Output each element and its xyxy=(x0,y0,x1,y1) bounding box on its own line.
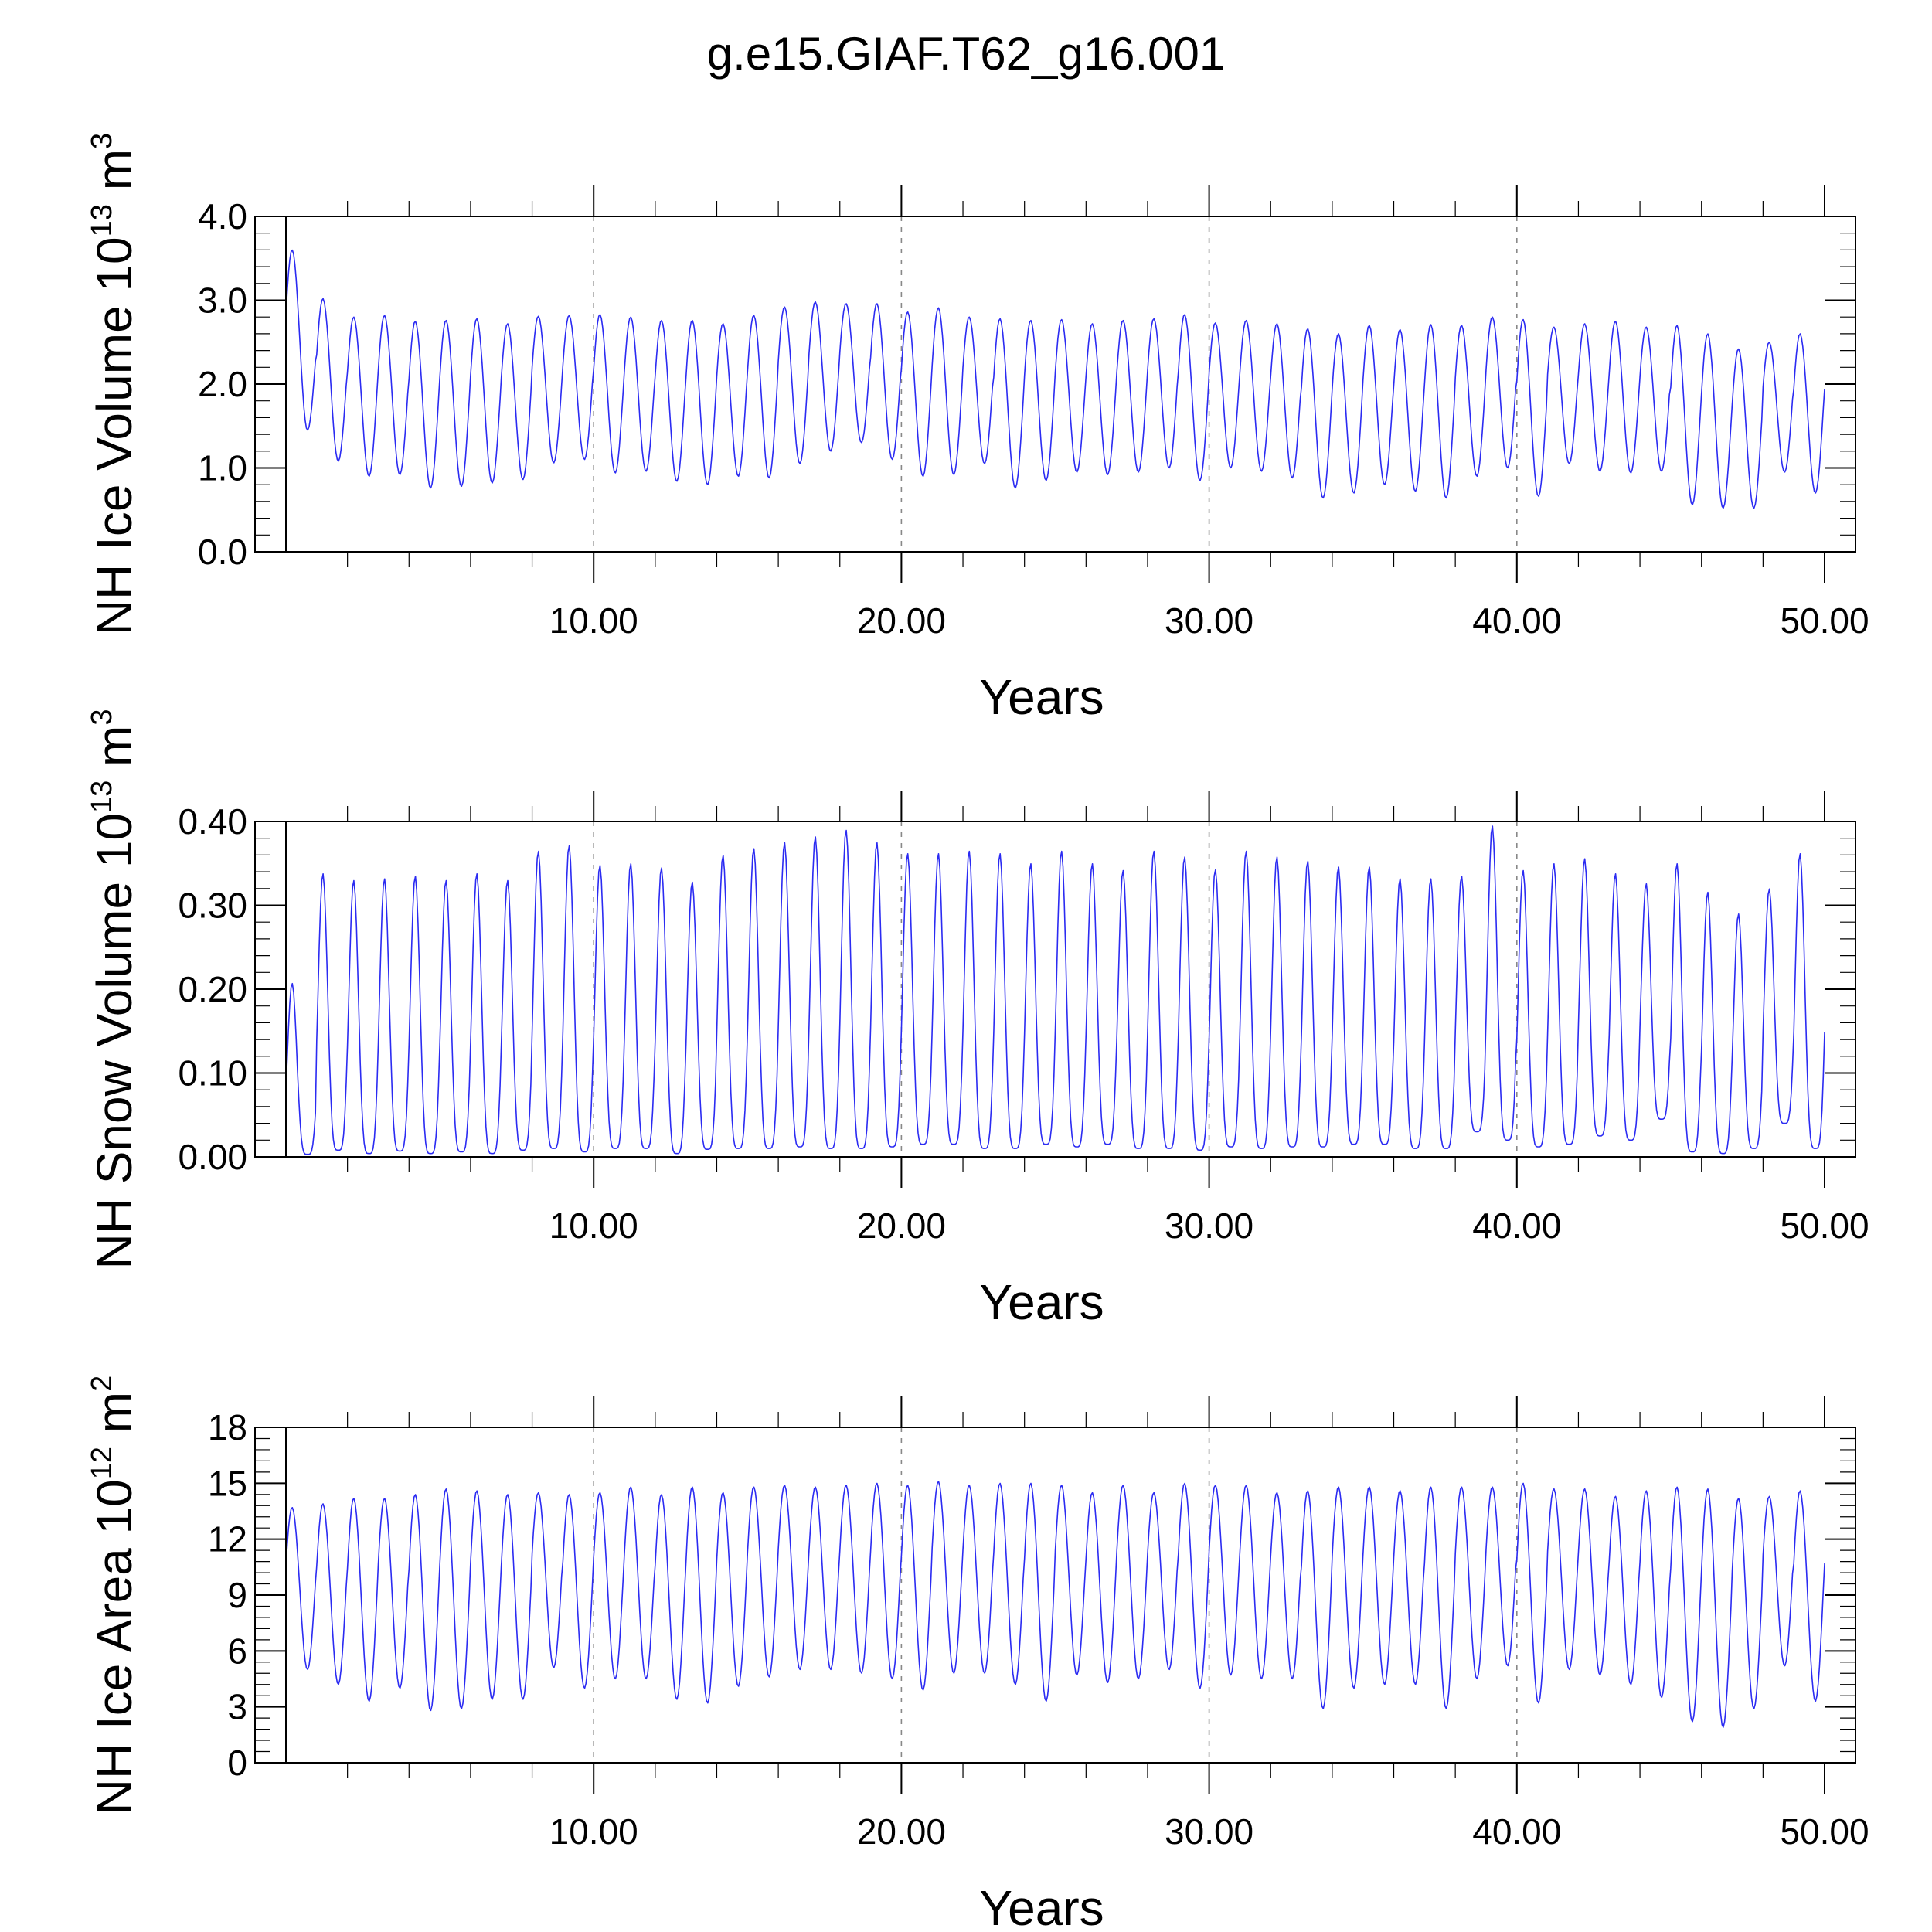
y-axis-title-exponent: 12 xyxy=(86,1447,118,1479)
plot-frame xyxy=(254,821,1856,1158)
x-tick-label: 30.00 xyxy=(1165,1811,1253,1852)
x-tick-label: 20.00 xyxy=(857,600,946,641)
x-tick-label: 20.00 xyxy=(857,1811,946,1852)
y-axis-title-text: NH Ice Volume 10 xyxy=(87,236,142,635)
y-tick-label: 0 xyxy=(227,1743,247,1783)
x-tick-label: 10.00 xyxy=(549,1206,638,1246)
y-tick-label: 1.0 xyxy=(198,448,247,488)
y-axis-title-exponent: 13 xyxy=(86,781,118,813)
y-axis-title-text: NH Snow Volume 10 xyxy=(87,813,142,1270)
y-tick-label: 9 xyxy=(227,1575,247,1615)
y-axis-title-exponent: 13 xyxy=(86,204,118,236)
x-axis-title: Years xyxy=(979,669,1104,725)
x-tick-label: 40.00 xyxy=(1472,600,1561,641)
y-axis-title: NH Ice Area 1012 m2 xyxy=(86,1376,142,1815)
panel-1: 0.0 1.0 2.0 3.0 4.0 10.00 20.00 30.00 40.00 50.00… xyxy=(86,133,1869,725)
y-axis-title-unit-exponent: 2 xyxy=(86,1376,118,1392)
x-tick-label: 40.00 xyxy=(1472,1206,1561,1246)
y-tick-label: 18 xyxy=(208,1407,247,1447)
y-axis-title-unit: m xyxy=(87,726,142,781)
chart-title: g.e15.GIAF.T62_g16.001 xyxy=(707,28,1226,80)
y-tick-label: 0.10 xyxy=(178,1053,247,1094)
x-tick-label: 40.00 xyxy=(1472,1811,1561,1852)
y-axis-title-unit: m xyxy=(87,1392,142,1447)
plot-frame xyxy=(254,1427,1856,1764)
x-tick-label: 10.00 xyxy=(549,600,638,641)
y-axis-title: NH Snow Volume 1013 m3 xyxy=(86,709,142,1269)
y-axis-title-unit-exponent: 3 xyxy=(86,133,118,149)
panel-2: 0.00 0.10 0.20 0.30 0.40 10.00 20.00 30.00 40.00… xyxy=(86,709,1869,1330)
y-tick-label: 3.0 xyxy=(198,281,247,321)
y-tick-label: 0.40 xyxy=(178,801,247,842)
y-tick-label: 15 xyxy=(208,1463,247,1503)
y-tick-label: 12 xyxy=(208,1519,247,1560)
x-axis-title: Years xyxy=(979,1274,1104,1330)
y-tick-label: 0.20 xyxy=(178,969,247,1009)
x-tick-label: 20.00 xyxy=(857,1206,946,1246)
x-tick-label: 30.00 xyxy=(1165,1206,1253,1246)
panel-3: 0 3 6 9 12 15 18 10.00 20.00 30.00 40.00 50.00 Years… xyxy=(86,1376,1869,1932)
y-axis-title-text: NH Ice Area 10 xyxy=(87,1479,142,1815)
x-tick-label: 10.00 xyxy=(549,1811,638,1852)
y-tick-label: 6 xyxy=(227,1631,247,1671)
y-tick-label: 4.0 xyxy=(198,196,247,236)
y-tick-label: 0.0 xyxy=(198,532,247,572)
y-axis-title-unit: m xyxy=(87,149,142,204)
y-tick-label: 0.00 xyxy=(178,1137,247,1177)
x-axis-title: Years xyxy=(979,1880,1104,1932)
x-tick-label: 50.00 xyxy=(1780,1811,1869,1852)
y-tick-label: 0.30 xyxy=(178,886,247,926)
y-tick-label: 3 xyxy=(227,1687,247,1727)
x-tick-label: 50.00 xyxy=(1780,1206,1869,1246)
plot-frame xyxy=(254,216,1856,553)
series-line-1 xyxy=(285,249,1825,509)
y-tick-label: 2.0 xyxy=(198,364,247,404)
x-tick-label: 50.00 xyxy=(1780,600,1869,641)
series-line-2 xyxy=(285,825,1825,1155)
y-axis-title-unit-exponent: 3 xyxy=(86,709,118,725)
x-tick-label: 30.00 xyxy=(1165,600,1253,641)
y-axis-title: NH Ice Volume 1013 m3 xyxy=(86,133,142,635)
series-line-3 xyxy=(285,1481,1825,1728)
